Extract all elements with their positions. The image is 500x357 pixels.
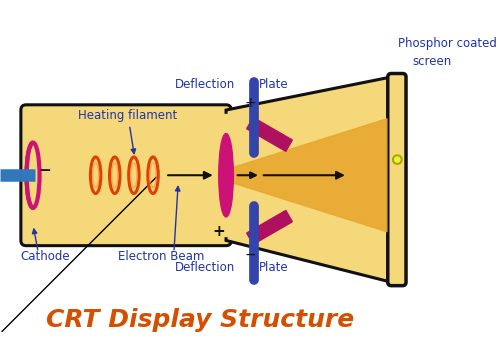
Text: Plate: Plate [259,78,288,91]
Polygon shape [246,117,292,151]
Polygon shape [230,119,387,232]
Text: −: − [244,248,256,262]
Text: Deflection: Deflection [174,78,234,91]
Text: Electron Beam: Electron Beam [118,250,204,262]
Text: Heating filament: Heating filament [78,109,178,154]
Polygon shape [246,210,292,244]
FancyBboxPatch shape [21,105,232,246]
Text: screen: screen [412,55,452,68]
Ellipse shape [219,134,233,217]
Circle shape [393,155,402,164]
Text: Cathode: Cathode [20,250,70,262]
Text: +: + [212,224,226,239]
Text: Deflection: Deflection [174,261,234,274]
Text: +: + [244,96,256,110]
Text: −: − [39,164,52,178]
Polygon shape [391,77,402,282]
Ellipse shape [26,143,40,208]
FancyBboxPatch shape [388,74,406,286]
Polygon shape [226,77,391,282]
Text: Plate: Plate [259,261,288,274]
Text: Phosphor coated: Phosphor coated [398,37,497,50]
Text: CRT Display Structure: CRT Display Structure [46,308,354,332]
